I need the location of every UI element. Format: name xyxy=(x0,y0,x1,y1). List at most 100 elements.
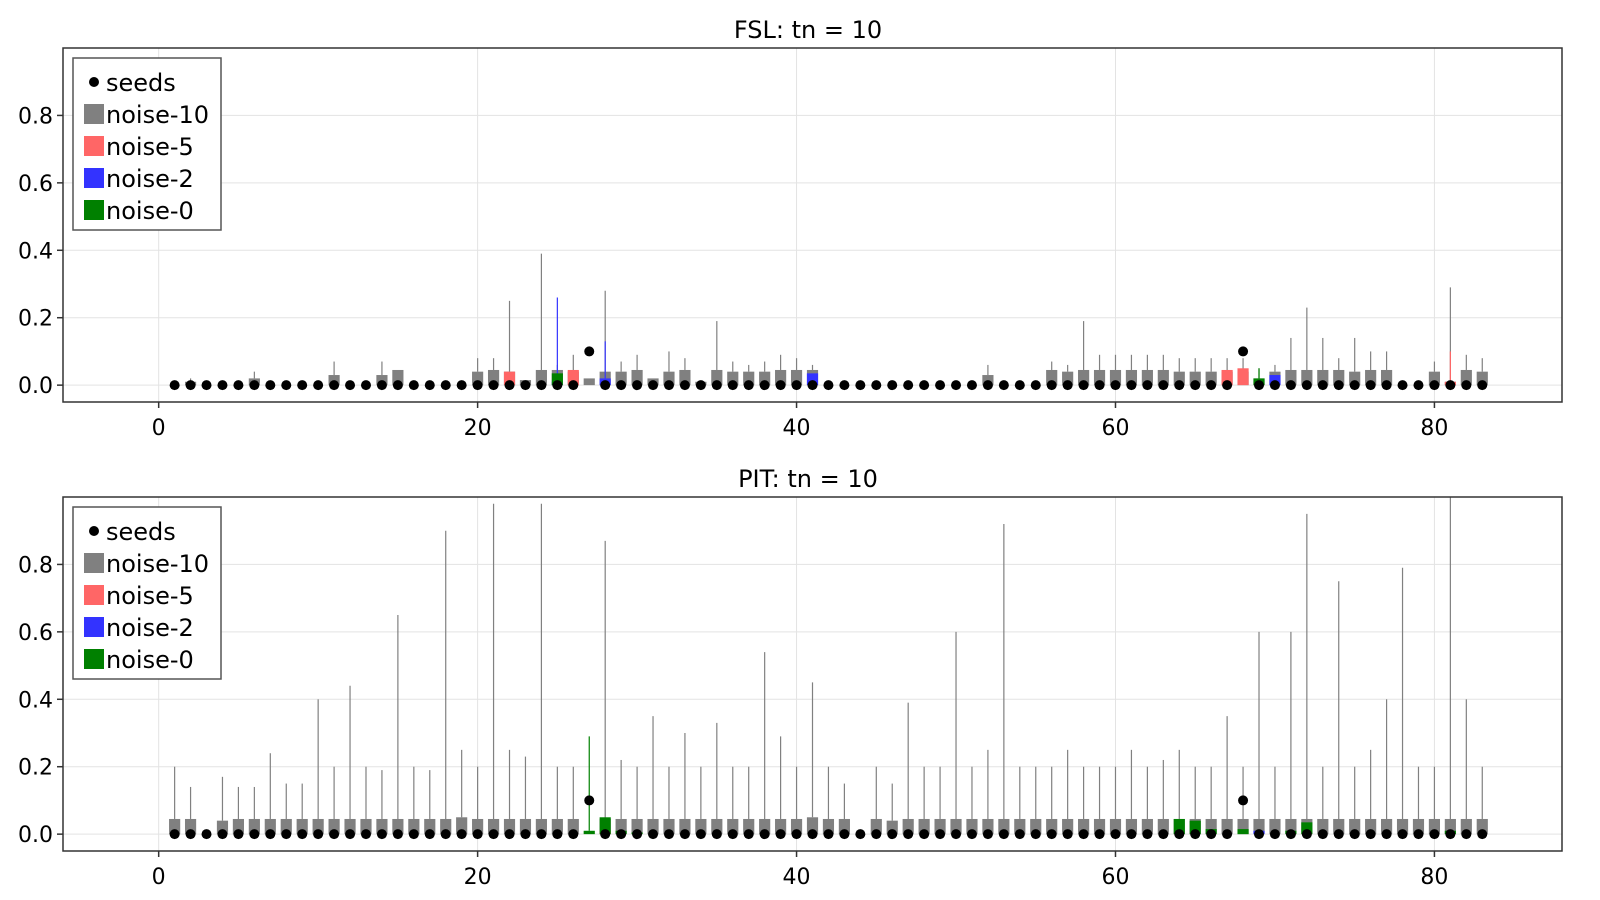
seed-point xyxy=(1062,380,1073,391)
box-bar xyxy=(1317,369,1329,386)
box-bar xyxy=(1189,820,1201,835)
plot-frame xyxy=(62,47,1563,403)
legend-label: noise-0 xyxy=(106,197,194,225)
series-noise-5 xyxy=(503,351,1456,386)
x-tick-label: 20 xyxy=(464,416,492,441)
seed-point xyxy=(1062,829,1073,840)
seed-point xyxy=(1046,380,1057,391)
seed-point xyxy=(488,380,499,391)
seed-point xyxy=(1126,380,1137,391)
box-bar xyxy=(472,818,484,835)
y-tick-label: 0.4 xyxy=(18,239,53,264)
seed-point xyxy=(1365,380,1376,391)
seed-point xyxy=(1333,829,1344,840)
seed-point xyxy=(1030,829,1041,840)
seed-point xyxy=(998,829,1009,840)
box-bar xyxy=(759,818,771,835)
box-bar xyxy=(1412,818,1425,835)
box-bar xyxy=(519,818,532,835)
seed-point xyxy=(520,829,531,840)
seed-point xyxy=(839,380,850,391)
box-bar xyxy=(248,818,260,835)
seed-point xyxy=(648,829,659,840)
box-bar xyxy=(1365,818,1377,835)
seed-point xyxy=(632,380,643,391)
box-bar xyxy=(806,817,819,835)
box-bar xyxy=(296,818,308,835)
seed-point xyxy=(855,829,866,840)
seed-point xyxy=(1461,829,1472,840)
box-bar xyxy=(1125,369,1138,386)
box-bar xyxy=(886,820,898,835)
box-bar xyxy=(360,818,372,835)
seed-point xyxy=(743,829,754,840)
seed-point xyxy=(1014,829,1025,840)
plot-frame xyxy=(62,496,1563,852)
seed-point xyxy=(1142,829,1153,840)
seed-point xyxy=(823,829,834,840)
seed-point xyxy=(376,380,387,391)
seed-point xyxy=(663,380,674,391)
seed-point xyxy=(488,829,499,840)
box-bar xyxy=(1269,375,1281,386)
y-tick-label: 0.8 xyxy=(18,553,53,578)
seed-point xyxy=(1301,380,1312,391)
box-bar xyxy=(759,371,771,386)
y-tick-label: 0.6 xyxy=(18,172,53,197)
seed-point xyxy=(982,829,993,840)
box-bar xyxy=(806,373,819,386)
box-bar xyxy=(1125,818,1138,835)
seed-point xyxy=(376,829,387,840)
seed-point xyxy=(616,380,627,391)
box-bar xyxy=(615,371,627,386)
box-bar xyxy=(1221,369,1233,386)
seed-point xyxy=(743,380,754,391)
box-bar xyxy=(679,369,691,386)
box-bar xyxy=(583,830,595,835)
seed-point xyxy=(345,829,356,840)
seed-point xyxy=(695,829,706,840)
seed-point xyxy=(1094,380,1105,391)
y-tick-label: 0.2 xyxy=(18,307,53,332)
x-tick-label: 60 xyxy=(1101,865,1129,890)
box-bar xyxy=(743,371,755,386)
box-bar xyxy=(1381,369,1393,386)
seed-point xyxy=(1445,829,1456,840)
box-bar xyxy=(328,375,340,386)
box-bar xyxy=(1046,818,1058,835)
box-bar xyxy=(934,818,946,835)
seed-point xyxy=(695,380,706,391)
legend-label: noise-2 xyxy=(106,165,194,193)
seed-point xyxy=(759,380,770,391)
box-bar xyxy=(1189,371,1201,386)
box-bar xyxy=(472,371,484,386)
x-tick-label: 40 xyxy=(783,416,811,441)
seed-point xyxy=(727,380,738,391)
seed-point xyxy=(456,380,467,391)
seed-point xyxy=(169,829,180,840)
seed-point xyxy=(648,380,659,391)
seed-point xyxy=(919,380,930,391)
seed-point xyxy=(440,380,451,391)
seed-point xyxy=(1030,380,1041,391)
box-bar xyxy=(1093,369,1106,386)
legend: seeds noise-10 noise-5 noise-2 noise-0 xyxy=(72,57,222,231)
seed-point xyxy=(1269,829,1280,840)
x-tick-label: 40 xyxy=(783,865,811,890)
fsl-panel: FSL: tn = 10 0 20 40 60 80 0.0 0.2 0.4 0.6 0.8 see… xyxy=(18,16,1563,441)
box-bar xyxy=(169,818,181,835)
seed-point xyxy=(1046,829,1057,840)
box-bar xyxy=(838,818,850,835)
box-bar xyxy=(982,375,994,386)
box-bar xyxy=(982,818,994,835)
box-bar xyxy=(1460,818,1472,835)
series-seeds xyxy=(169,795,1488,840)
box-bar xyxy=(408,818,420,835)
legend-label: noise-2 xyxy=(106,614,194,642)
box-bar xyxy=(1141,369,1153,386)
box-bar xyxy=(1396,818,1409,835)
box-bar xyxy=(1014,818,1026,835)
seed-point xyxy=(1110,380,1121,391)
box-bar xyxy=(1444,818,1456,835)
box-bar xyxy=(535,818,547,835)
